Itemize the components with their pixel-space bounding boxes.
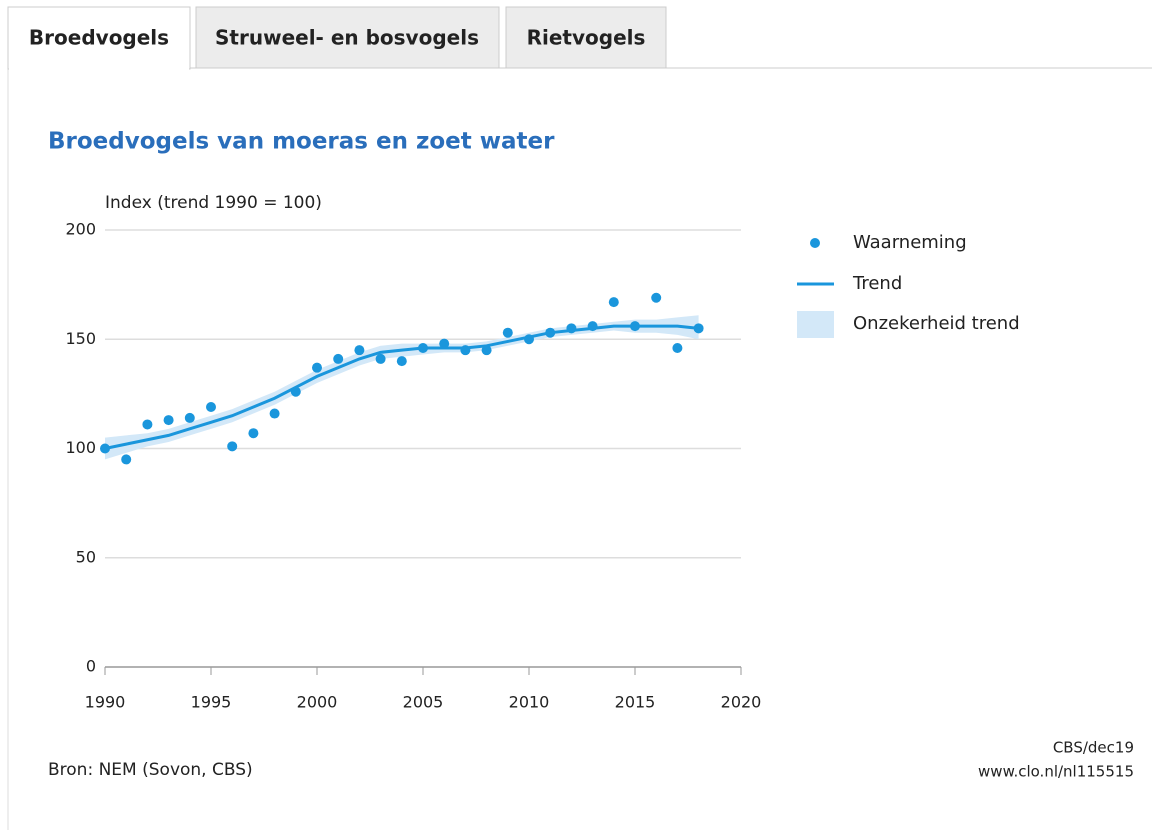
- observation: [524, 334, 534, 345]
- observation: [672, 342, 683, 353]
- observation: [481, 345, 492, 356]
- observation: [163, 415, 174, 426]
- url: www.clo.nl/nl115515: [978, 763, 1134, 781]
- y-tick-label: 150: [65, 329, 96, 348]
- x-tick-label: 2020: [721, 693, 762, 712]
- y-tick-label: 100: [65, 438, 96, 457]
- y-tick-label: 0: [86, 657, 96, 676]
- x-tick-label: 2010: [509, 693, 550, 712]
- observation: [121, 454, 132, 465]
- tab[interactable]: Struweel- en bosvogels: [195, 6, 500, 69]
- x-tick-label: 2015: [615, 693, 656, 712]
- source: Bron: NEM (Sovon, CBS): [48, 760, 253, 780]
- observation: [227, 441, 238, 452]
- legend-label: Trend: [852, 273, 902, 294]
- observation: [439, 338, 450, 349]
- x-tick-label: 1995: [191, 693, 232, 712]
- observation: [587, 321, 598, 332]
- x-tick-label: 2000: [297, 693, 338, 712]
- observation: [142, 419, 153, 430]
- tab-label[interactable]: Broedvogels: [29, 26, 169, 50]
- trend-line: [104, 324, 699, 450]
- tab-label[interactable]: Struweel- en bosvogels: [215, 26, 479, 50]
- observation: [333, 353, 344, 364]
- observation: [184, 412, 195, 423]
- x-tick-label: 1990: [85, 693, 126, 712]
- tab[interactable]: Rietvogels: [505, 6, 667, 69]
- chart-title: Broedvogels van moeras en zoet water: [48, 129, 555, 155]
- observation: [206, 401, 216, 412]
- x-tick-label: 2005: [403, 693, 444, 712]
- observation: [502, 327, 513, 338]
- uncertainty-band: [105, 315, 699, 460]
- legend-marker: [810, 238, 820, 248]
- observation: [269, 408, 280, 419]
- observation: [100, 443, 110, 454]
- observation: [651, 292, 662, 303]
- observation: [312, 362, 322, 373]
- observation: [608, 297, 619, 308]
- legend-label: Onzekerheid trend: [853, 313, 1020, 334]
- observation: [354, 345, 365, 356]
- observation: [248, 428, 259, 439]
- observation: [545, 327, 556, 338]
- credit: CBS/dec19: [1053, 739, 1134, 757]
- observation: [375, 353, 386, 364]
- observation: [566, 323, 577, 334]
- legend-label: Waarneming: [853, 232, 967, 253]
- y-axis-label: Index (trend 1990 = 100): [105, 193, 322, 213]
- observation: [630, 321, 640, 332]
- observation: [460, 345, 471, 356]
- observation: [396, 356, 407, 367]
- tab-label[interactable]: Rietvogels: [527, 26, 646, 50]
- legend-marker: [797, 311, 834, 338]
- y-tick-label: 50: [76, 547, 96, 566]
- y-tick-label: 200: [65, 220, 96, 239]
- tab[interactable]: Broedvogels: [7, 6, 191, 70]
- observation: [290, 386, 301, 397]
- observation: [418, 342, 428, 353]
- observation: [693, 323, 704, 334]
